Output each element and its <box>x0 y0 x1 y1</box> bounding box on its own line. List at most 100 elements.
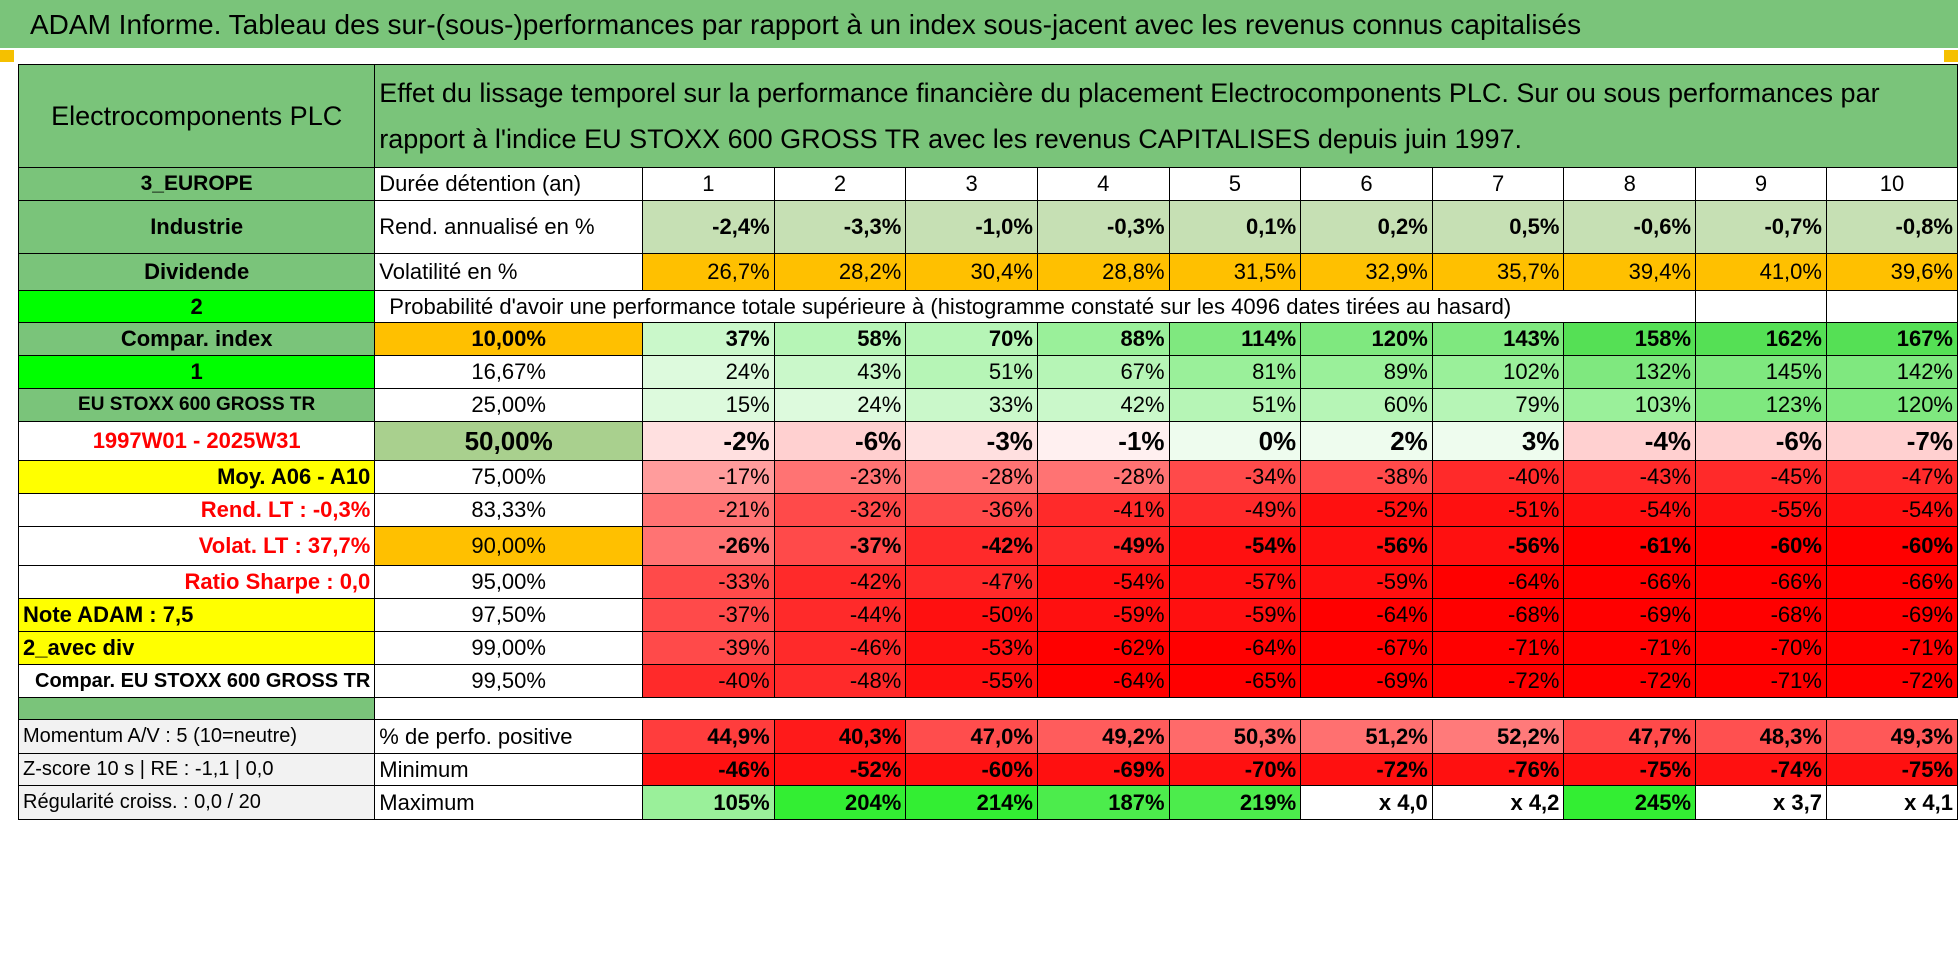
maximum-value: 187% <box>1036 785 1170 820</box>
percentile-value: -42% <box>773 565 907 599</box>
percentile-value: 58% <box>773 322 907 356</box>
percentile-value: -53% <box>905 631 1038 665</box>
maximum-value: 214% <box>905 785 1038 820</box>
percentile-label: 50,00% <box>374 421 644 461</box>
percentile-value: -66% <box>1825 565 1958 599</box>
percentile-value: -64% <box>1431 565 1565 599</box>
percentile-row: 2_avec div 99,00% -39% -46% -53% -62% -64% -67%… <box>17 631 1958 665</box>
percentile-value: 0% <box>1168 421 1302 461</box>
percentile-value: -66% <box>1695 565 1827 599</box>
index-name-label: EU STOXX 600 GROSS TR <box>17 388 376 422</box>
rend-value: -0,6% <box>1563 200 1697 254</box>
percentile-row: EU STOXX 600 GROSS TR 25,00% 15% 24% 33% 42% 5… <box>17 388 1958 422</box>
percentile-value: -17% <box>642 460 775 494</box>
percentile-value: -44% <box>773 598 907 632</box>
percentile-value: 2% <box>1300 421 1433 461</box>
year-header: 10 <box>1825 167 1958 201</box>
compar-full-label: Compar. EU STOXX 600 GROSS TR <box>17 664 376 698</box>
rend-value: 0,2% <box>1300 200 1433 254</box>
percentile-label: 83,33% <box>374 493 644 527</box>
percentile-value: -4% <box>1563 421 1697 461</box>
percentile-value: -34% <box>1168 460 1302 494</box>
percentile-value: -42% <box>905 526 1038 566</box>
year-header: 9 <box>1695 167 1827 201</box>
percentile-value: 81% <box>1168 355 1302 389</box>
percentile-value: -50% <box>905 598 1038 632</box>
percentile-value: -47% <box>1825 460 1958 494</box>
rend-value: -0,3% <box>1036 200 1170 254</box>
year-header: 2 <box>773 167 907 201</box>
volat-value: 32,9% <box>1300 253 1433 291</box>
percentile-label: 16,67% <box>374 355 644 389</box>
percentile-value: -28% <box>1036 460 1170 494</box>
percentile-value: 132% <box>1563 355 1697 389</box>
percentile-value: -23% <box>773 460 907 494</box>
gap-cell <box>374 697 1958 720</box>
minimum-label: Minimum <box>374 753 644 786</box>
percentile-label: 10,00% <box>374 322 644 356</box>
percentile-value: -39% <box>642 631 775 665</box>
percentile-value: -46% <box>773 631 907 665</box>
banner-left-marker <box>0 50 14 62</box>
percentile-value: -68% <box>1431 598 1565 632</box>
maximum-value: x 4,2 <box>1431 785 1565 820</box>
positive-value: 52,2% <box>1431 719 1565 754</box>
percentile-value: -69% <box>1300 664 1433 698</box>
percentile-value: -68% <box>1695 598 1827 632</box>
percentile-value: -41% <box>1036 493 1170 527</box>
percentile-value: -37% <box>642 598 775 632</box>
percentile-value: 24% <box>642 355 775 389</box>
positive-value: 48,3% <box>1695 719 1827 754</box>
volat-value: 28,8% <box>1036 253 1170 291</box>
percentile-value: 142% <box>1825 355 1958 389</box>
percentile-label: 25,00% <box>374 388 644 422</box>
percentile-label: 90,00% <box>374 526 644 566</box>
percentile-value: -54% <box>1825 493 1958 527</box>
percentile-value: 158% <box>1563 322 1697 356</box>
percentile-value: -32% <box>773 493 907 527</box>
percentile-value: 167% <box>1825 322 1958 356</box>
percentile-value: 120% <box>1300 322 1433 356</box>
percentile-value: 43% <box>773 355 907 389</box>
percentile-value: 123% <box>1695 388 1827 422</box>
volat-value: 28,2% <box>773 253 907 291</box>
percentile-row: 1 16,67% 24% 43% 51% 67% 81% 89% 102% 132% 145% 142… <box>17 355 1958 389</box>
percentile-value: -59% <box>1168 598 1302 632</box>
percentile-value: 67% <box>1036 355 1170 389</box>
percentile-value: -59% <box>1300 565 1433 599</box>
empty-cell <box>1695 290 1827 323</box>
header-row: Electrocomponents PLC Effet du lissage te… <box>17 64 1958 168</box>
percentile-value: -6% <box>1695 421 1827 461</box>
year-header: 8 <box>1563 167 1697 201</box>
percentile-value: 89% <box>1300 355 1433 389</box>
positive-value: 44,9% <box>642 719 775 754</box>
percentile-value: 145% <box>1695 355 1827 389</box>
volat-value: 31,5% <box>1168 253 1302 291</box>
company-name: Electrocomponents PLC <box>17 64 376 168</box>
percentile-value: -67% <box>1300 631 1433 665</box>
minimum-value: -74% <box>1695 753 1827 786</box>
percentile-value: -65% <box>1168 664 1302 698</box>
percentile-row: Note ADAM : 7,5 97,50% -37% -44% -50% -59% -59… <box>17 598 1958 632</box>
rend-value: 0,5% <box>1431 200 1565 254</box>
percentile-label: 97,50% <box>374 598 644 632</box>
empty-cell <box>1825 290 1958 323</box>
positive-value: 47,7% <box>1563 719 1697 754</box>
param-2-cell: 2 <box>17 290 376 323</box>
percentile-value: -49% <box>1168 493 1302 527</box>
percentile-row: Rend. LT : -0,3% 83,33% -21% -32% -36% -41% -4… <box>17 493 1958 527</box>
minimum-value: -60% <box>905 753 1038 786</box>
percentile-label: 75,00% <box>374 460 644 494</box>
percentile-value: -57% <box>1168 565 1302 599</box>
percentile-value: 37% <box>642 322 775 356</box>
percentile-value: -56% <box>1300 526 1433 566</box>
percentile-value: -61% <box>1563 526 1697 566</box>
percentile-row: 1997W01 - 2025W31 50,00% -2% -6% -3% -1% 0% 2% 3… <box>17 421 1958 461</box>
percentile-value: -60% <box>1695 526 1827 566</box>
positive-value: 49,3% <box>1825 719 1958 754</box>
percentile-value: -66% <box>1563 565 1697 599</box>
maximum-value: x 4,1 <box>1825 785 1958 820</box>
percentile-value: -71% <box>1431 631 1565 665</box>
percentile-value: -36% <box>905 493 1038 527</box>
percentile-value: -69% <box>1825 598 1958 632</box>
